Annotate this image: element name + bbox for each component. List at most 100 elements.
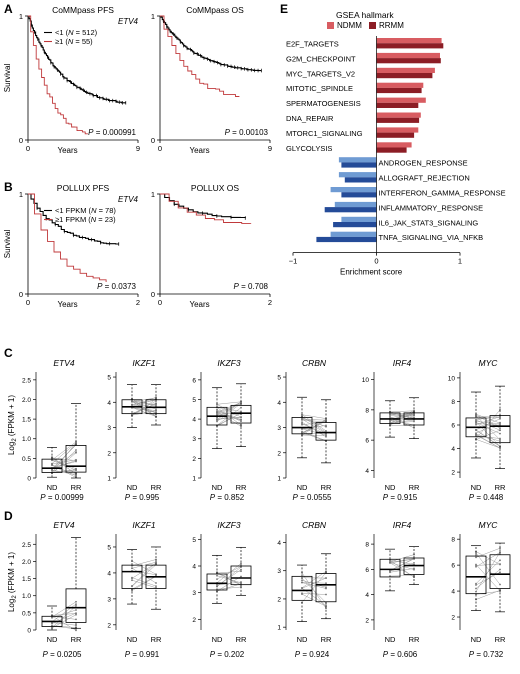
box-iqr [315, 573, 337, 603]
box-iqr [206, 573, 228, 591]
paired-line [301, 593, 327, 607]
sample-point [413, 420, 415, 423]
paired-line [301, 428, 327, 436]
box-iqr [489, 415, 511, 444]
p-value: P = 0.924 [295, 650, 330, 659]
y-tick-label: 1.0 [22, 436, 31, 443]
sample-point [155, 582, 157, 584]
sample-point [499, 417, 501, 420]
paired-line [51, 625, 77, 628]
paired-line [389, 568, 415, 573]
sample-point [499, 583, 501, 586]
y-tick-label: 1 [192, 476, 196, 483]
paired-line [475, 419, 501, 431]
paired-line [389, 558, 415, 563]
sample-point [413, 567, 415, 570]
sample-point [75, 442, 77, 444]
y-tick-label: 8 [451, 537, 455, 544]
sample-point [75, 605, 77, 607]
paired-line [216, 401, 242, 418]
paired-line [51, 622, 77, 626]
x-tick-label: 0 [158, 144, 162, 153]
p-number: = 0.915 [388, 493, 418, 502]
y-axis-label: Survival [3, 230, 12, 259]
y-tick-label: 0 [151, 136, 155, 145]
p-label: P [125, 650, 131, 659]
paired-line [475, 560, 501, 584]
x-category-label: RR [71, 483, 82, 492]
box-iqr [65, 445, 87, 473]
paired-line [131, 567, 157, 584]
sample-point [325, 593, 327, 596]
legend-entry: <1 (N = 512) [55, 28, 98, 37]
paired-line [475, 552, 501, 585]
y-tick-label: 8 [365, 407, 369, 414]
paired-line [51, 459, 77, 465]
y-tick-label: 2 [365, 617, 369, 624]
sample-point [389, 414, 391, 417]
paired-line [301, 572, 327, 603]
gsea-bar-rrmm [316, 236, 377, 243]
y-tick-label: 0 [19, 136, 23, 145]
panel-letter-e: E [280, 2, 288, 16]
boxplot-d-ikzf1: IKZF1 2 3 4 5 ND RR P = 0.991 [107, 520, 167, 659]
p-number: = 0.606 [388, 650, 418, 659]
survival-title: CoMMpass PFS [52, 5, 114, 15]
gsea-category-label: IL6_JAK_STAT3_SIGNALING [379, 218, 479, 227]
km-curve-high [28, 15, 88, 135]
sample-point [216, 418, 218, 421]
sample-point [216, 585, 218, 588]
paired-line [216, 563, 242, 584]
sample-point [155, 585, 157, 587]
sample-point [51, 627, 53, 629]
paired-line [51, 451, 77, 470]
sample-point [75, 609, 77, 611]
paired-line [475, 434, 501, 449]
paired-line [216, 572, 242, 586]
sample-point [325, 582, 327, 585]
gsea-bar-ndmm [376, 142, 412, 148]
y-tick-label: 0 [27, 628, 31, 635]
x-category-label: ND [297, 635, 308, 644]
p-number: = 0.0373 [102, 282, 136, 291]
gene-title: IRF4 [393, 358, 412, 368]
paired-line [475, 422, 501, 434]
sample-point [325, 430, 327, 432]
x-tick-label: 9 [136, 144, 140, 153]
gene-title: ETV4 [53, 358, 75, 368]
x-axis-label: Years [58, 146, 78, 155]
ylabel-sub: 2 [12, 438, 18, 442]
gsea-bar-ndmm [376, 38, 442, 44]
box-iqr [41, 458, 63, 473]
sample-point [325, 424, 327, 427]
paired-line [389, 575, 415, 577]
sample-point [499, 571, 501, 574]
y-tick-label: 10 [448, 375, 456, 382]
y-tick-label: 2.0 [22, 397, 31, 404]
sample-point [475, 422, 477, 425]
sample-point [216, 420, 218, 423]
sample-point [131, 579, 133, 582]
legend-entry: <1 FPKM (N = 78) [55, 206, 116, 215]
y-tick-label: 5 [107, 544, 111, 551]
paired-line [301, 571, 327, 589]
gsea-title: GSEA hallmark [336, 10, 394, 20]
p-number: = 0.852 [215, 493, 245, 502]
x-category-label: ND [127, 635, 138, 644]
paired-line [51, 605, 77, 628]
p-value: P = 0.606 [383, 650, 418, 659]
box-iqr [465, 555, 487, 595]
paired-line [389, 562, 415, 570]
sample-point [413, 568, 415, 571]
legend-swatch-ndmm [327, 22, 334, 29]
y-tick-label: 4 [451, 589, 455, 596]
ylabel-pre: Log [7, 442, 16, 455]
boxplot-d-crbn: CRBN 1 2 3 4 ND RR P = 0.924 [277, 520, 337, 659]
p-value: P = 0.0373 [97, 282, 136, 291]
x-category-label: RR [409, 483, 420, 492]
sample-point [413, 562, 415, 564]
survival-title: POLLUX PFS [57, 183, 110, 193]
